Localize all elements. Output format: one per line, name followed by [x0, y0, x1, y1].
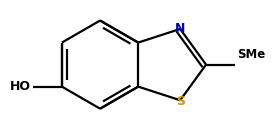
Text: HO: HO — [10, 80, 31, 93]
Text: S: S — [176, 95, 185, 108]
Text: SMe: SMe — [237, 48, 265, 61]
Text: N: N — [175, 22, 185, 35]
